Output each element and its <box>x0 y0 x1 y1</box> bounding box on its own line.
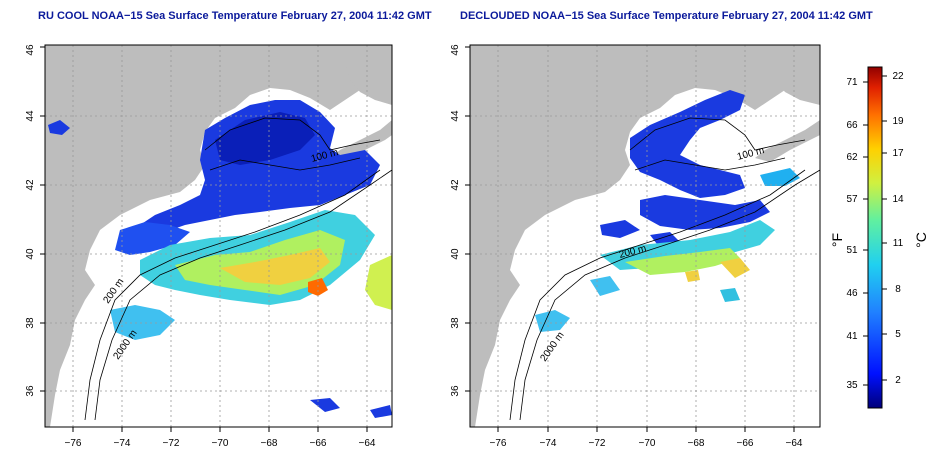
newfoundland-land <box>340 45 392 105</box>
x-tick-label: −68 <box>261 438 278 449</box>
right-panel-title: DECLOUDED NOAA−15 Sea Surface Temperatur… <box>460 10 873 22</box>
x-tick-label: −68 <box>688 438 705 449</box>
sst-south-cyan <box>110 305 175 340</box>
fahrenheit-unit-label: °F <box>829 233 845 247</box>
celsius-tick-label: 17 <box>892 148 904 159</box>
colorbar-gradient <box>867 66 883 409</box>
sst-cold-band <box>640 195 770 230</box>
sst-warm-east <box>365 255 392 310</box>
x-tick-label: −76 <box>65 438 82 449</box>
y-tick-label: 38 <box>25 317 36 329</box>
sst-patch-maine <box>48 120 70 135</box>
left-x-axis: −76 −74 −72 −70 −68 −66 −64 <box>65 427 376 449</box>
sst-cold-dark <box>215 112 315 165</box>
y-tick-label: 40 <box>450 248 461 260</box>
y-tick-label: 44 <box>450 110 461 122</box>
y-tick-label: 44 <box>25 110 36 122</box>
sst-cold-patch <box>600 220 640 238</box>
sst-hot-region <box>220 248 330 285</box>
left-plot-frame <box>44 44 393 428</box>
y-tick-label: 42 <box>450 179 461 191</box>
y-tick-label: 38 <box>450 317 461 329</box>
x-tick-label: −74 <box>540 438 557 449</box>
fahrenheit-tick-label: 57 <box>846 194 858 205</box>
colorbar: 71 66 62 57 51 46 41 35 22 19 17 14 11 8… <box>829 66 929 409</box>
right-x-axis: −76 −74 −72 −70 −68 −66 −64 <box>490 427 803 449</box>
celsius-tick-label: 22 <box>892 71 904 82</box>
land-mass <box>45 45 392 427</box>
left-panel-title: RU COOL NOAA−15 Sea Surface Temperature … <box>38 10 432 22</box>
right-map-panel: 100 m 200 m 2000 m <box>470 45 820 427</box>
y-tick-label: 46 <box>25 44 36 56</box>
sst-cyan-east <box>720 288 740 302</box>
x-tick-label: −66 <box>310 438 327 449</box>
x-tick-label: −66 <box>737 438 754 449</box>
y-tick-label: 40 <box>25 248 36 260</box>
right-grid <box>470 45 820 427</box>
left-contours <box>84 117 392 421</box>
sst-cold-region <box>630 90 745 198</box>
sst-patches-south <box>310 398 392 418</box>
right-y-axis: 36 38 40 42 44 46 <box>450 44 470 397</box>
y-tick-label: 36 <box>25 385 36 397</box>
sst-cyan-band <box>600 220 775 270</box>
land-mass <box>470 45 820 427</box>
left-grid <box>45 45 392 427</box>
left-map-panel: 100 m 200 m 2000 m <box>45 45 392 427</box>
x-tick-label: −64 <box>786 438 803 449</box>
right-plot-frame <box>469 44 821 428</box>
celsius-tick-label: 19 <box>892 116 904 127</box>
newfoundland-land <box>765 45 820 105</box>
y-tick-label: 46 <box>450 44 461 56</box>
x-tick-label: −64 <box>359 438 376 449</box>
celsius-tick-label: 11 <box>893 238 904 249</box>
fahrenheit-tick-label: 51 <box>846 245 858 256</box>
fahrenheit-tick-label: 71 <box>846 77 858 88</box>
fahrenheit-tick-label: 66 <box>846 120 858 131</box>
x-tick-label: −76 <box>490 438 507 449</box>
celsius-tick-label: 8 <box>895 284 901 295</box>
sst-warm-band <box>625 248 740 275</box>
right-contours <box>509 117 820 421</box>
fahrenheit-tick-label: 41 <box>846 331 858 342</box>
celsius-unit-label: °C <box>913 232 929 248</box>
sst-cyan-south <box>535 276 620 332</box>
x-tick-label: −70 <box>212 438 229 449</box>
celsius-tick-label: 2 <box>895 375 901 386</box>
x-tick-label: −72 <box>589 438 606 449</box>
y-tick-label: 36 <box>450 385 461 397</box>
fahrenheit-tick-label: 46 <box>846 288 858 299</box>
x-tick-label: −70 <box>639 438 656 449</box>
x-tick-label: −74 <box>114 438 131 449</box>
x-tick-label: −72 <box>163 438 180 449</box>
celsius-tick-label: 5 <box>895 329 901 340</box>
nova-scotia-land <box>330 120 392 162</box>
sst-warm-spots <box>685 258 750 282</box>
left-y-axis: 36 38 40 42 44 46 <box>25 44 45 397</box>
nova-scotia-land <box>755 120 820 162</box>
sst-mid-patch <box>760 168 800 186</box>
y-tick-label: 42 <box>25 179 36 191</box>
celsius-tick-label: 14 <box>892 194 904 205</box>
fahrenheit-tick-label: 35 <box>846 380 858 391</box>
fahrenheit-tick-label: 62 <box>846 152 858 163</box>
